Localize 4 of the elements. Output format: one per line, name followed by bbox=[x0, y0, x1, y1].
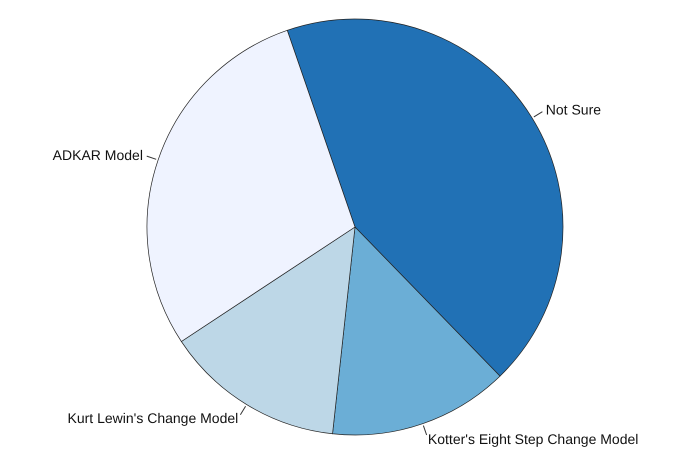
slice-label: ADKAR Model bbox=[52, 146, 143, 163]
slice-label: Kotter's Eight Step Change Model bbox=[428, 430, 638, 447]
slice-label: Not Sure bbox=[546, 102, 602, 118]
slice-label: Kurt Lewin's Change Model bbox=[68, 410, 238, 426]
